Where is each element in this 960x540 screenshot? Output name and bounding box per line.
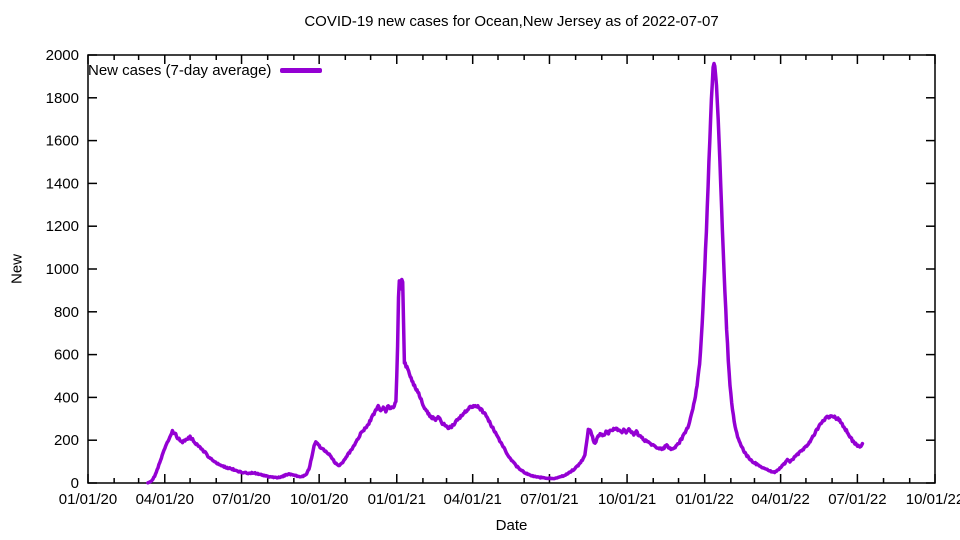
y-tick-label: 1400: [46, 175, 79, 192]
x-tick-label: 04/01/22: [751, 491, 809, 508]
y-tick-label: 1800: [46, 90, 79, 107]
y-tick-label: 200: [54, 432, 79, 449]
x-tick-label: 04/01/21: [443, 491, 501, 508]
x-axis-label: Date: [495, 517, 528, 534]
x-tick-label: 01/01/21: [368, 491, 426, 508]
y-axis-label: New: [8, 253, 26, 285]
y-tick-label: 2000: [46, 47, 79, 64]
x-tick-label: 07/01/22: [828, 491, 886, 508]
x-tick-label: 10/01/20: [290, 491, 348, 508]
y-tick-label: 1000: [46, 261, 79, 278]
x-tick-label: 10/01/22: [906, 491, 960, 508]
data-line-new-cases: [146, 61, 865, 485]
x-tick-label: 04/01/20: [136, 491, 194, 508]
legend: New cases (7-day average): [88, 62, 322, 79]
y-tick-label: 400: [54, 389, 79, 406]
plot-border: [87, 54, 936, 484]
x-tick-label: 07/01/20: [212, 491, 270, 508]
x-tick-label: 07/01/21: [520, 491, 578, 508]
x-tick-label: 10/01/21: [598, 491, 656, 508]
y-tick-label: 800: [54, 304, 79, 321]
legend-line-sample: [280, 68, 322, 73]
y-tick-label: 1200: [46, 218, 79, 235]
y-tick-label: 0: [71, 475, 79, 492]
y-tick-label: 600: [54, 347, 79, 364]
y-tick-label: 1600: [46, 133, 79, 150]
legend-label: New cases (7-day average): [88, 62, 272, 79]
x-tick-label: 01/01/22: [675, 491, 733, 508]
x-tick-label: 01/01/20: [59, 491, 117, 508]
chart-title: COVID-19 new cases for Ocean,New Jersey …: [304, 13, 719, 30]
